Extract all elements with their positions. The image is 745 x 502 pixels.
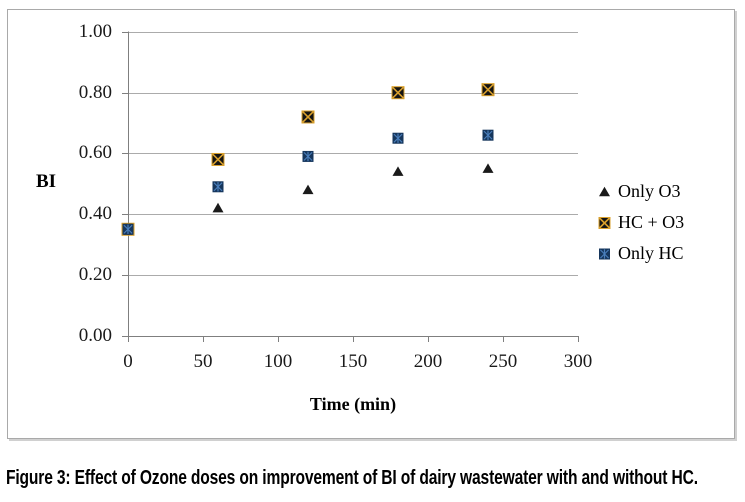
x-axis-title: Time (min) <box>309 394 397 414</box>
legend-item-only-o3: Only O3 <box>597 181 684 202</box>
data-point-only-o3 <box>482 163 494 173</box>
data-point-only-o3 <box>302 184 314 195</box>
data-point-hc-o3 <box>391 86 405 100</box>
x-tick-label: 150 <box>338 351 368 372</box>
data-point-hc-o3 <box>301 110 315 124</box>
data-points <box>121 83 495 236</box>
data-point-only-o3 <box>212 202 224 213</box>
legend-marker-x-square-icon <box>598 216 611 230</box>
legend-item-hc-o3: HC + O3 <box>597 212 684 233</box>
legend: Only O3 HC + O3 Only HC <box>597 181 684 264</box>
triangle-marker <box>482 163 494 173</box>
x-tick-label: 200 <box>413 351 443 372</box>
triangle-marker <box>392 166 404 176</box>
data-point-only-hc <box>122 223 134 235</box>
x-tick-label: 300 <box>563 351 593 372</box>
legend-item-only-hc: Only HC <box>597 243 684 264</box>
legend-label: HC + O3 <box>618 212 685 232</box>
triangle-marker <box>212 202 224 213</box>
legend-label: Only O3 <box>618 181 681 201</box>
y-tick-label: 0.20 <box>78 263 112 285</box>
data-point-only-hc <box>212 181 224 193</box>
x-tick-label: 100 <box>263 351 293 372</box>
legend-marker-asterisk-square-icon <box>599 248 610 260</box>
y-tick-label: 0.40 <box>78 203 112 225</box>
data-point-only-o3 <box>392 166 404 176</box>
legend-marker-triangle-icon <box>599 186 610 197</box>
x-tick-label: 50 <box>193 351 213 372</box>
data-point-only-hc <box>302 150 314 162</box>
data-point-hc-o3 <box>211 152 225 167</box>
x-tick-label: 0 <box>123 351 133 372</box>
triangle-marker <box>599 186 610 197</box>
data-point-hc-o3 <box>481 83 495 97</box>
data-point-only-hc <box>392 132 404 144</box>
triangle-marker <box>302 184 314 195</box>
y-axis-title: BI <box>35 171 57 192</box>
x-tick-label: 250 <box>488 351 518 372</box>
y-tick-label: 1.00 <box>78 21 112 42</box>
axes <box>122 31 579 342</box>
y-tick-label: 0.60 <box>78 142 112 164</box>
figure-caption: Figure 3: Effect of Ozone doses on impro… <box>6 467 698 489</box>
data-point-only-hc <box>482 129 494 141</box>
gridlines <box>128 32 578 276</box>
y-tick-label: 0.00 <box>78 324 112 346</box>
y-tick-label: 0.80 <box>78 81 112 103</box>
legend-label: Only HC <box>618 243 684 263</box>
